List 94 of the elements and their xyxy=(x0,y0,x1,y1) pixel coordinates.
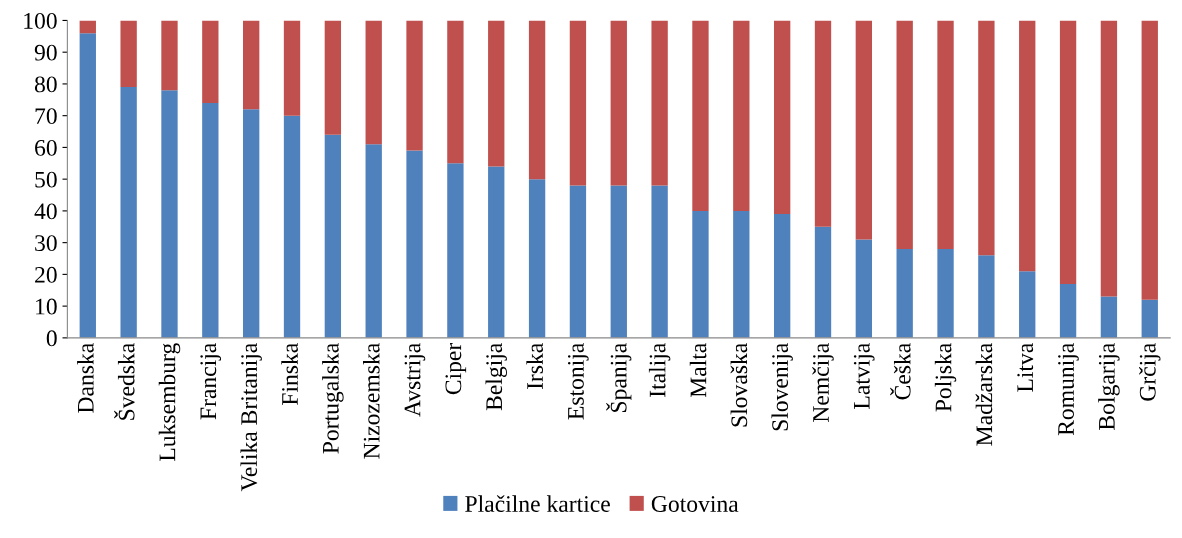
y-tick-label: 30 xyxy=(35,235,57,252)
bar xyxy=(365,20,382,145)
x-tick-label: Nizozemska xyxy=(363,343,380,459)
x-tick-label: Litva xyxy=(1017,343,1034,392)
legend-label: Gotovina xyxy=(651,496,739,512)
bar xyxy=(324,20,342,135)
bar xyxy=(1100,296,1118,338)
bar xyxy=(937,20,954,249)
bar xyxy=(283,20,301,116)
x-tick-label: Španija xyxy=(606,343,632,412)
bar xyxy=(365,144,382,338)
x-tick-label: Irska xyxy=(526,343,543,390)
bar xyxy=(896,248,913,338)
bar xyxy=(733,20,750,211)
x-tick-label: Finska xyxy=(281,343,298,406)
x-tick-label: Ciper xyxy=(445,342,467,395)
x-tick-label: Danska xyxy=(77,343,94,413)
y-tick-label: 40 xyxy=(34,203,57,220)
bar xyxy=(773,20,791,215)
bar xyxy=(855,20,873,240)
bar xyxy=(1141,299,1158,338)
x-tick-label: Madžarska xyxy=(975,343,993,446)
bar xyxy=(978,255,995,338)
bar xyxy=(937,248,954,338)
x-tick-label: Poljska xyxy=(934,343,957,412)
bar xyxy=(79,20,96,34)
bar xyxy=(120,87,137,338)
bar xyxy=(1019,271,1036,338)
bar xyxy=(1019,20,1036,272)
x-tick-label: Bolgarija xyxy=(1098,343,1120,430)
x-tick-label: Italija xyxy=(648,343,671,397)
x-tick-label: Portugalska xyxy=(322,343,344,454)
bar xyxy=(528,179,546,338)
bar xyxy=(1059,20,1077,284)
bar xyxy=(814,226,832,338)
x-tick-label: Luksemburg xyxy=(158,343,181,461)
bar xyxy=(610,20,627,186)
y-tick-label: 60 xyxy=(35,139,57,156)
y-tick-label: 90 xyxy=(34,44,57,61)
x-tick-label: Romunija xyxy=(1058,343,1079,436)
bar xyxy=(488,20,505,167)
x-tick-label: Nemčija xyxy=(812,343,834,423)
x-tick-label: Grčija xyxy=(1139,343,1161,401)
x-tick-label: Francija xyxy=(200,343,222,420)
bar xyxy=(488,166,505,338)
bar xyxy=(610,185,627,338)
bar xyxy=(773,214,791,338)
bar xyxy=(406,20,423,151)
bar xyxy=(406,150,423,338)
bar xyxy=(651,20,668,186)
x-tick-label: Malta xyxy=(689,343,707,398)
bar xyxy=(1100,20,1118,297)
bar xyxy=(651,185,668,338)
x-tick-label: Slovenija xyxy=(771,343,793,431)
x-tick-label: Avstrija xyxy=(404,343,426,417)
y-tick-label: 0 xyxy=(46,330,57,347)
x-tick-label: Švedska xyxy=(114,343,135,420)
bar xyxy=(79,33,96,338)
bar xyxy=(569,20,587,186)
legend-label: Plačilne kartice xyxy=(465,495,610,512)
y-tick-label: 100 xyxy=(24,12,57,29)
bar xyxy=(528,20,546,180)
x-tick-label: Češka xyxy=(890,343,911,400)
bar xyxy=(569,185,587,338)
bar xyxy=(324,134,342,338)
bar xyxy=(120,20,137,88)
bar xyxy=(896,20,913,249)
y-tick-label: 20 xyxy=(35,266,57,283)
x-tick-label: Slovaška xyxy=(730,343,748,427)
bar xyxy=(1059,283,1077,338)
bar xyxy=(733,210,750,338)
bar xyxy=(447,163,464,338)
bar xyxy=(447,20,464,164)
bar xyxy=(243,109,260,338)
bar xyxy=(855,239,873,338)
bar xyxy=(692,20,709,211)
bar xyxy=(243,20,260,110)
y-tick-label: 70 xyxy=(35,108,57,125)
x-tick-label: Latvija xyxy=(853,343,875,409)
y-tick-label: 50 xyxy=(35,171,57,188)
bar xyxy=(202,102,219,338)
bar xyxy=(978,20,995,256)
x-tick-label: Velika Britanija xyxy=(240,343,262,492)
bar xyxy=(1141,20,1158,300)
bar xyxy=(814,20,832,227)
y-tick-label: 10 xyxy=(36,298,57,315)
x-tick-label: Belgija xyxy=(485,343,507,411)
x-tick-label: Estonija xyxy=(567,343,589,420)
y-tick-label: 80 xyxy=(34,76,57,93)
bar xyxy=(202,20,219,103)
bar xyxy=(283,115,301,338)
bar xyxy=(161,20,178,91)
bar xyxy=(161,90,178,338)
bar xyxy=(692,210,709,338)
